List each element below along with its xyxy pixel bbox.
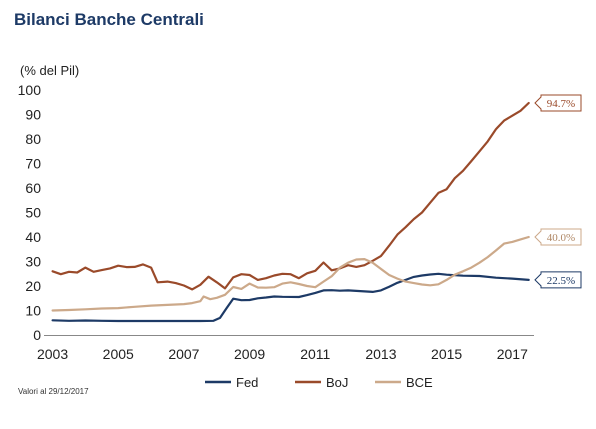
x-tick-label: 2017 bbox=[497, 346, 528, 362]
y-tick-label: 0 bbox=[33, 327, 41, 343]
y-tick-label: 80 bbox=[25, 131, 41, 147]
y-axis-ticks: 0 10 20 30 40 50 60 70 80 90 100 bbox=[18, 82, 42, 343]
callout-box-fed bbox=[534, 271, 582, 289]
y-axis-label: (% del Pil) bbox=[20, 63, 79, 78]
legend-label-bce: BCE bbox=[406, 375, 433, 390]
y-tick-label: 70 bbox=[25, 156, 41, 172]
callout-box-bce bbox=[534, 228, 582, 246]
x-tick-label: 2009 bbox=[234, 346, 265, 362]
legend-label-fed: Fed bbox=[236, 375, 258, 390]
x-tick-label: 2005 bbox=[103, 346, 134, 362]
series-line-fed bbox=[51, 272, 530, 323]
y-tick-label: 60 bbox=[25, 180, 41, 196]
legend-label-boj: BoJ bbox=[326, 375, 348, 390]
y-tick-label: 100 bbox=[18, 82, 42, 98]
callout-box-boj bbox=[534, 94, 582, 112]
x-tick-label: 2015 bbox=[431, 346, 462, 362]
footnote: Valori al 29/12/2017 bbox=[18, 387, 89, 396]
chart-title: Bilanci Banche Centrali bbox=[14, 10, 204, 29]
legend: Fed BoJ BCE bbox=[205, 375, 433, 390]
x-tick-label: 2011 bbox=[300, 346, 330, 362]
end-value-callouts: 22.5% 94.7% 40.0% bbox=[534, 94, 582, 289]
x-tick-label: 2013 bbox=[365, 346, 396, 362]
x-axis-ticks: 2003 2005 2007 2009 2011 2013 2015 2017 bbox=[37, 346, 528, 362]
y-tick-label: 50 bbox=[25, 205, 41, 221]
x-tick-label: 2007 bbox=[168, 346, 199, 362]
y-tick-label: 30 bbox=[25, 254, 41, 270]
end-value-label-bce: 40.0% bbox=[547, 232, 575, 244]
series-line-bce bbox=[51, 235, 530, 312]
y-tick-label: 40 bbox=[25, 229, 41, 245]
y-tick-label: 10 bbox=[25, 303, 41, 319]
x-tick-label: 2003 bbox=[37, 346, 68, 362]
series-line-boj bbox=[51, 101, 530, 291]
end-value-label-boj: 94.7% bbox=[547, 98, 575, 110]
y-tick-label: 90 bbox=[25, 107, 41, 123]
y-tick-label: 20 bbox=[25, 278, 41, 294]
end-value-label-fed: 22.5% bbox=[547, 275, 575, 287]
series-lines bbox=[51, 101, 530, 323]
